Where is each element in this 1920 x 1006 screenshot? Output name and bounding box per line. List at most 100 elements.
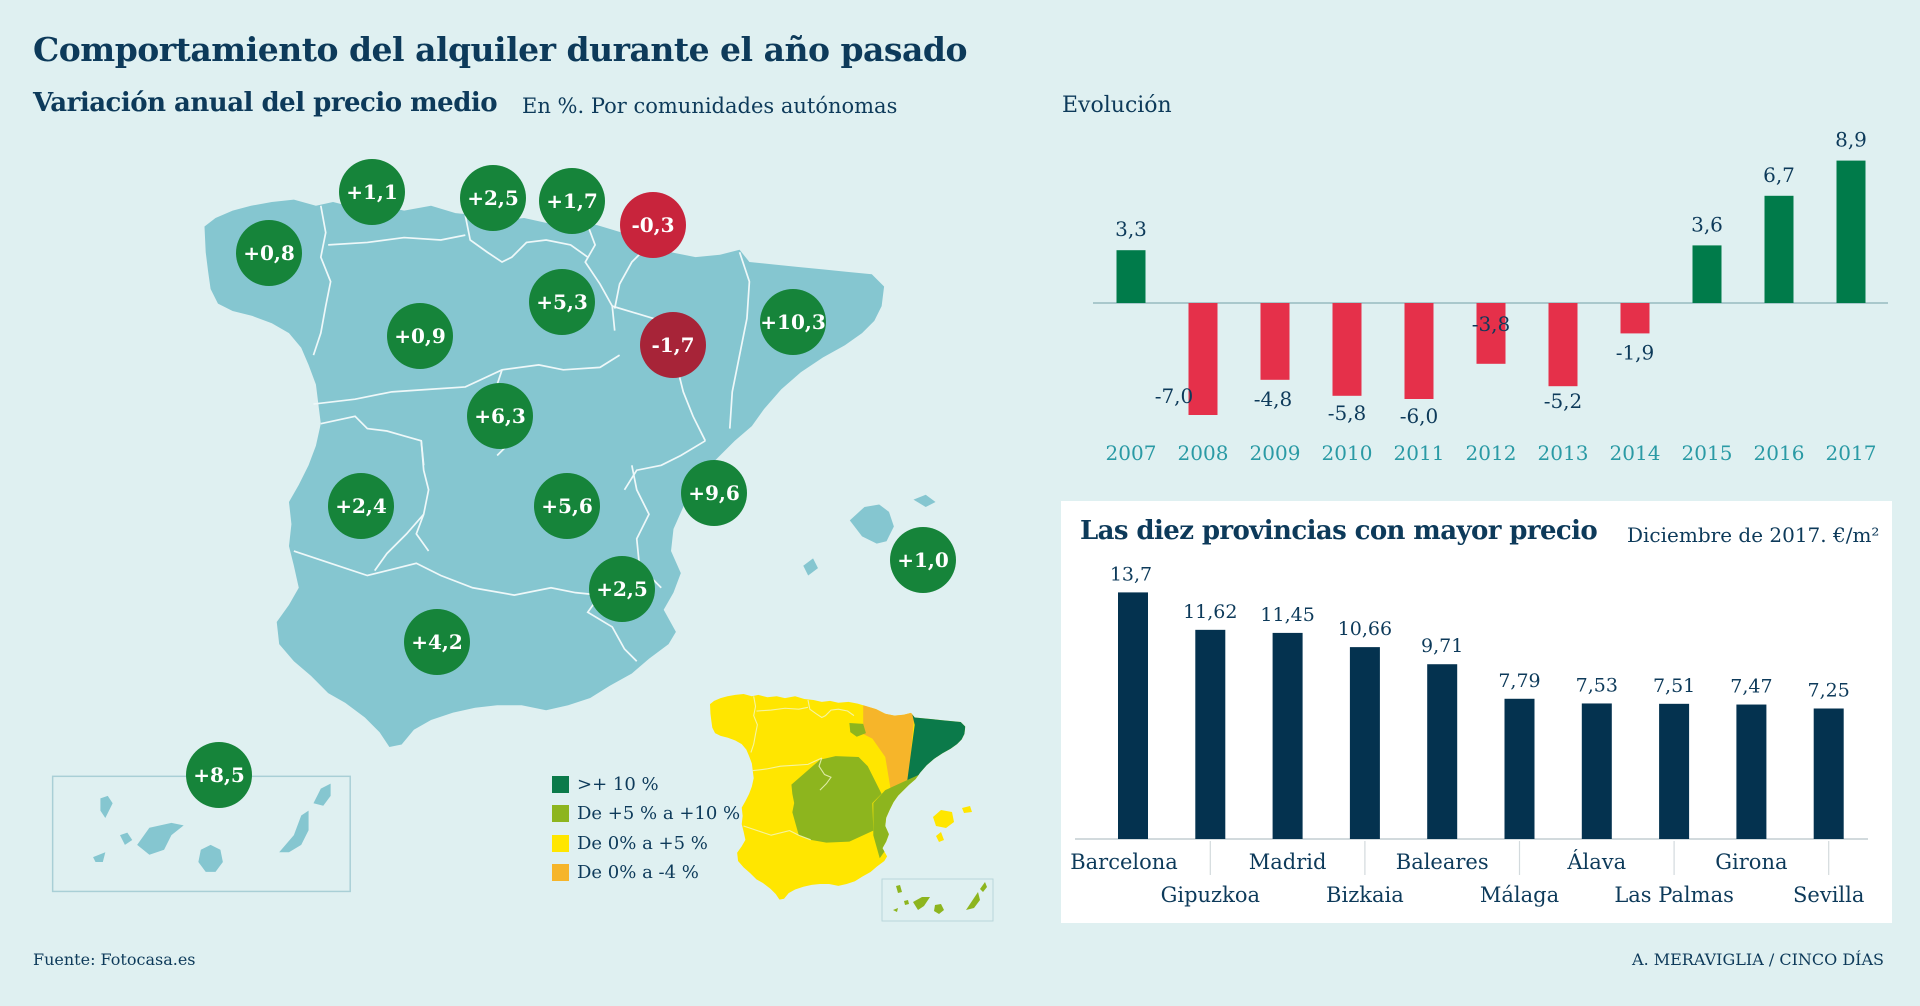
top-provinces-title: Las diez provincias con mayor precio — [1080, 516, 1598, 546]
bar-value-label: -3,8 — [1472, 312, 1511, 336]
region-bubble-circle — [681, 460, 747, 526]
region-bubble: +0,9 — [387, 303, 453, 369]
mini-region-rioja — [849, 722, 866, 737]
credit-note: A. MERAVIGLIA / CINCO DÍAS — [1632, 950, 1884, 969]
evolution-chart: 3,3 2007 -7,0 2008 -4,8 2009 -5,8 2010 -6,0 2011 -… — [1093, 128, 1888, 465]
bar-value-label: -6,0 — [1400, 404, 1439, 428]
category-label: Madrid — [1249, 850, 1327, 874]
mini-canarias-islands — [893, 882, 987, 914]
bar-2014 — [1620, 303, 1650, 334]
bar-value-label: -5,8 — [1328, 401, 1367, 425]
bar-2012 — [1476, 303, 1506, 364]
bar-2016 — [1764, 195, 1794, 303]
region-bubble-value: +0,8 — [243, 241, 295, 265]
region-bubble-value: +9,6 — [688, 481, 740, 505]
region-bubble-circle — [186, 742, 252, 808]
region-bubble-circle — [890, 527, 956, 593]
mini-region-castilla-mancha-madrid — [791, 756, 882, 843]
category-label: Baleares — [1396, 850, 1489, 874]
region-bubble-circle — [620, 192, 686, 258]
bar-value-label: 8,9 — [1835, 128, 1867, 152]
legend-item: De +5 % a +10 % — [552, 802, 741, 824]
bar-Sevilla — [1813, 708, 1844, 839]
year-tick-label: 2014 — [1610, 441, 1661, 465]
year-tick-label: 2013 — [1538, 441, 1589, 465]
bar-value-label: 7,79 — [1498, 670, 1540, 692]
legend-label: >+ 10 % — [577, 773, 659, 795]
bar-Madrid — [1272, 632, 1303, 839]
region-bubble-value: +8,5 — [193, 763, 245, 787]
map-section-title: Variación anual del precio medio — [33, 88, 498, 118]
bar-value-label: 3,3 — [1115, 217, 1147, 241]
category-label: Barcelona — [1070, 850, 1178, 874]
region-bubble: -0,3 — [620, 192, 686, 258]
category-label: Bizkaia — [1326, 883, 1404, 907]
region-bubble: +9,6 — [681, 460, 747, 526]
region-bubble: +6,3 — [467, 383, 533, 449]
region-bubble: +10,3 — [760, 289, 826, 355]
region-bubble: +2,4 — [328, 473, 394, 539]
bar-value-label: 3,6 — [1691, 212, 1723, 236]
legend-swatch — [552, 834, 569, 852]
bar-value-label: 7,53 — [1576, 674, 1618, 696]
bar-Gipuzkoa — [1195, 629, 1226, 839]
region-bubble-circle — [539, 168, 605, 234]
bar-2017 — [1836, 160, 1866, 303]
main-title: Comportamiento del alquiler durante el a… — [33, 30, 967, 69]
legend-swatch — [552, 804, 569, 822]
bar-value-label: 7,47 — [1730, 676, 1772, 698]
region-bubble-value: +0,9 — [394, 324, 446, 348]
bar-2013 — [1548, 303, 1578, 387]
bar-2015 — [1692, 245, 1722, 303]
region-bubble-circle — [589, 556, 655, 622]
region-bubble-value: -0,3 — [631, 213, 674, 237]
bar-value-label: 13,7 — [1110, 563, 1152, 585]
bubble-layer: +0,8 +1,1 +2,5 +1,7 -0,3 +5,3 +10,3 +0,9 -1,7 +6,… — [186, 159, 956, 808]
bar-Girona — [1736, 704, 1767, 839]
legend-swatch — [552, 775, 569, 793]
region-bubble: +1,0 — [890, 527, 956, 593]
region-bubble-circle — [328, 473, 394, 539]
region-bubble-circle — [236, 220, 302, 286]
menorca-shape — [913, 494, 936, 507]
bar-Málaga — [1504, 698, 1535, 839]
legend-swatch — [552, 863, 569, 881]
bar-value-label: -1,9 — [1616, 340, 1655, 364]
category-label: Álava — [1566, 850, 1626, 874]
bar-value-label: -4,8 — [1254, 387, 1293, 411]
legend-label: De 0% a -4 % — [577, 861, 699, 883]
year-tick-label: 2011 — [1394, 441, 1445, 465]
mini-baleares — [933, 806, 972, 842]
region-bubble: +8,5 — [186, 742, 252, 808]
top-provinces-subtitle: Diciembre de 2017. €/m² — [1627, 523, 1880, 547]
region-bubble-circle — [760, 289, 826, 355]
source-note: Fuente: Fotocasa.es — [33, 950, 196, 969]
region-bubble-value: +5,6 — [541, 494, 593, 518]
region-bubble-circle — [534, 473, 600, 539]
bar-Las Palmas — [1659, 703, 1690, 839]
region-bubble: +5,3 — [529, 269, 595, 335]
bar-value-label: 10,66 — [1338, 618, 1392, 640]
year-tick-label: 2009 — [1250, 441, 1301, 465]
region-bubble-circle — [460, 165, 526, 231]
legend-label: De 0% a +5 % — [577, 832, 708, 854]
legend-item: >+ 10 % — [552, 773, 659, 795]
region-bubble-circle — [404, 609, 470, 675]
region-bubble-value: +1,7 — [546, 189, 598, 213]
bar-Álava — [1581, 703, 1612, 839]
region-bubble-value: +1,1 — [346, 180, 398, 204]
year-tick-label: 2012 — [1466, 441, 1517, 465]
region-bubble: +1,7 — [539, 168, 605, 234]
region-bubble-value: -1,7 — [651, 333, 694, 357]
mini-region-aragon-navarra — [863, 701, 915, 791]
bar-2010 — [1332, 303, 1362, 396]
category-label: Girona — [1715, 850, 1787, 874]
region-bubble-value: +10,3 — [760, 310, 825, 334]
bar-Baleares — [1427, 664, 1458, 839]
region-bubble-value: +2,5 — [596, 577, 648, 601]
mini-map — [709, 694, 994, 922]
year-tick-label: 2017 — [1826, 441, 1877, 465]
map-section-subtitle: En %. Por comunidades autónomas — [522, 94, 898, 118]
legend-label: De +5 % a +10 % — [577, 802, 741, 824]
canarias-islands — [93, 783, 331, 872]
